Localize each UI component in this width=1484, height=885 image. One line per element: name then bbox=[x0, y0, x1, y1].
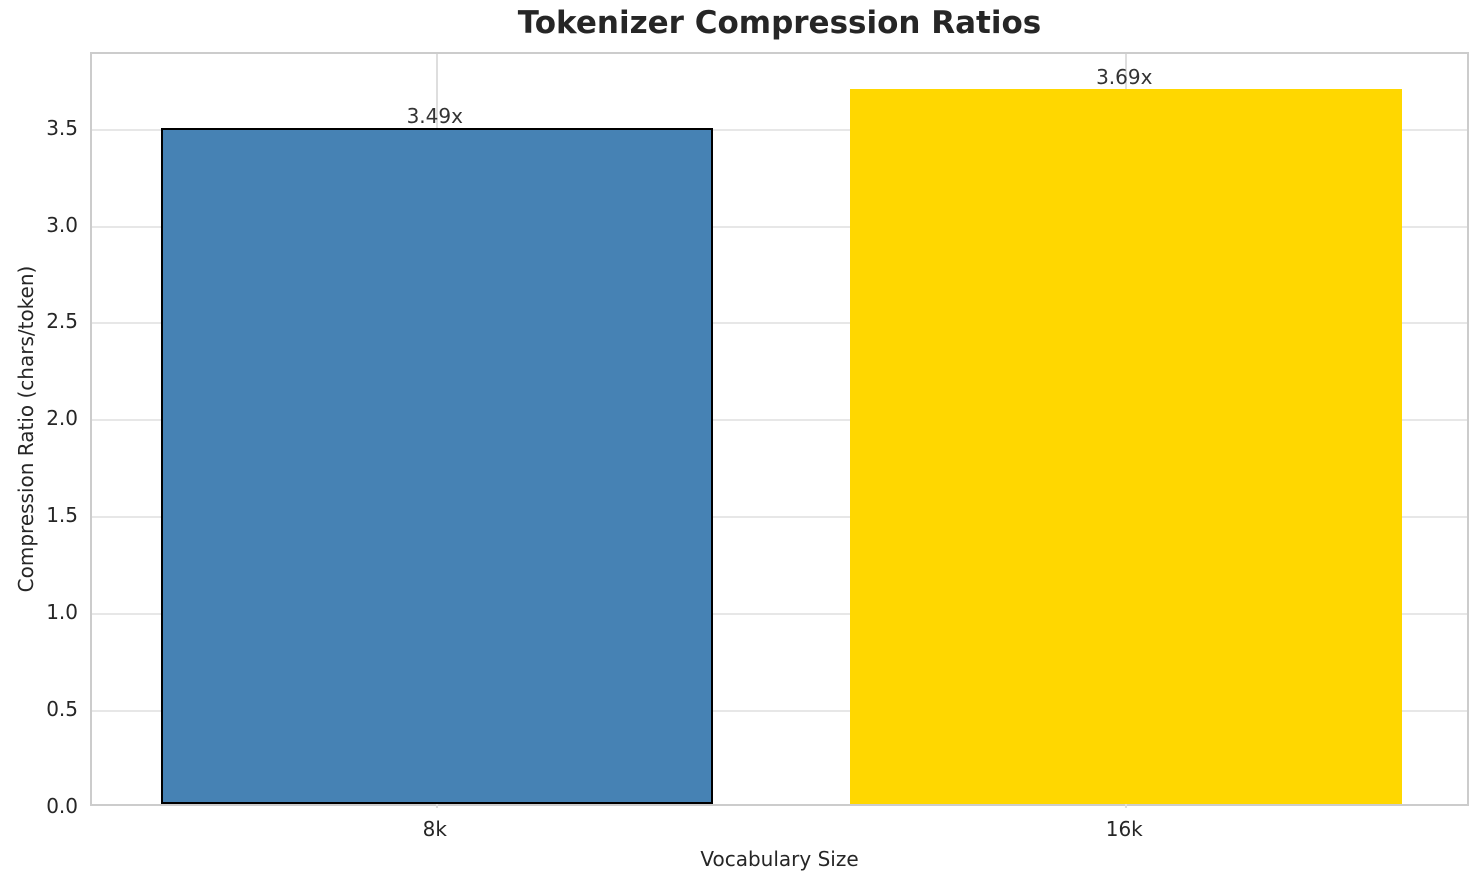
y-tick-label-0.5: 0.5 bbox=[46, 697, 78, 722]
bar-16k bbox=[850, 88, 1403, 804]
chart-title: Tokenizer Compression Ratios bbox=[517, 5, 1042, 41]
x-tick-label-8k: 8k bbox=[422, 817, 447, 841]
plot-area bbox=[90, 52, 1469, 808]
grid-line-y-2.0 bbox=[92, 419, 1467, 422]
grid-line-y-2.5 bbox=[92, 322, 1467, 325]
bar-value-label-8k: 3.49x bbox=[406, 103, 463, 128]
grid-line-y-1.5 bbox=[92, 516, 1467, 519]
y-tick-label-3.5: 3.5 bbox=[46, 115, 78, 140]
y-tick-label-2.0: 2.0 bbox=[46, 406, 78, 431]
y-tick-label-0.0: 0.0 bbox=[46, 794, 78, 818]
y-tick-label-1.0: 1.0 bbox=[46, 600, 78, 625]
grid-line-y-3.5 bbox=[92, 128, 1467, 131]
x-axis-label: Vocabulary Size bbox=[700, 847, 859, 871]
bar-value-label-16k: 3.69x bbox=[1096, 64, 1153, 89]
bar-8k bbox=[160, 127, 713, 804]
grid-line-y-0.5 bbox=[92, 710, 1467, 713]
x-tick-label-16k: 16k bbox=[1105, 817, 1143, 841]
grid-line-y-3.0 bbox=[92, 225, 1467, 228]
y-tick-label-3.0: 3.0 bbox=[46, 212, 78, 237]
y-tick-label-2.5: 2.5 bbox=[46, 309, 78, 334]
y-tick-label-1.5: 1.5 bbox=[46, 503, 78, 528]
grid-line-y-1.0 bbox=[92, 613, 1467, 616]
